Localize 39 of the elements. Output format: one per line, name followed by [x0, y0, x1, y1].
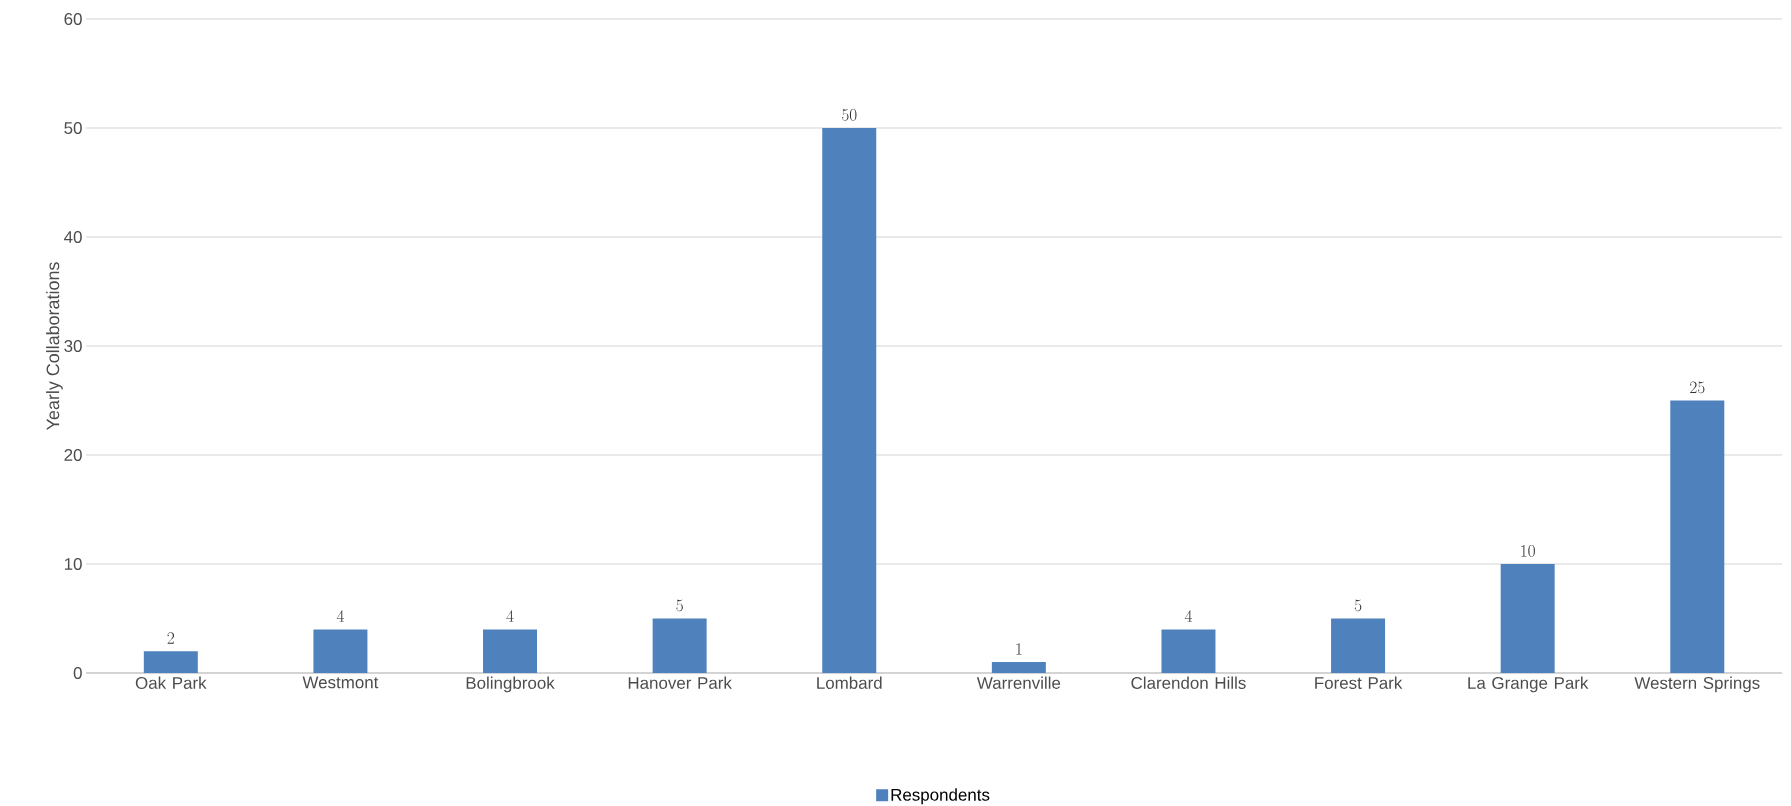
bar: [991, 662, 1046, 673]
bar: [1331, 618, 1386, 673]
data-label: 10: [1521, 545, 1535, 557]
x-tick-label: Bolingbrook: [466, 676, 555, 693]
y-tick-label: 40: [64, 230, 82, 243]
y-axis-title: Yearly Collaborations: [46, 262, 63, 430]
x-tick-label: La Grange Park: [1468, 676, 1589, 693]
data-label: 4: [336, 610, 345, 622]
legend-label: Respondents: [891, 788, 990, 805]
bar: [822, 127, 877, 673]
y-tick-label: 0: [73, 666, 82, 679]
bar: [652, 618, 707, 673]
data-label: 2: [167, 632, 175, 644]
bar: [1500, 563, 1555, 673]
bar: [313, 629, 368, 673]
x-tick-label: Westmont: [302, 676, 379, 689]
data-label: 1: [1016, 643, 1022, 655]
bar: [1161, 629, 1216, 673]
x-tick-label: Lombard: [817, 676, 882, 689]
data-label: 5: [1354, 599, 1362, 612]
data-label: 25: [1690, 381, 1705, 394]
bar: [483, 629, 538, 673]
x-tick-label: Clarendon Hills: [1131, 676, 1246, 689]
bar: [1670, 400, 1725, 673]
y-tick-label: 50: [64, 121, 82, 134]
x-tick-label: Western Springs: [1634, 676, 1760, 693]
bar: [143, 651, 198, 673]
data-label: 50: [842, 109, 857, 121]
x-tick-label: Warrenville: [976, 676, 1061, 689]
y-tick-label: 10: [64, 557, 82, 570]
y-tick-label: 60: [64, 12, 82, 25]
data-label: 4: [1184, 610, 1193, 622]
x-tick-label: Hanover Park: [628, 676, 732, 689]
y-tick-label: 30: [64, 339, 82, 352]
x-tick-label: Forest Park: [1315, 676, 1403, 689]
data-label: 4: [506, 610, 514, 622]
data-label: 5: [676, 599, 683, 612]
y-tick-label: 20: [64, 448, 82, 461]
x-tick-label: Oak Park: [135, 676, 207, 689]
